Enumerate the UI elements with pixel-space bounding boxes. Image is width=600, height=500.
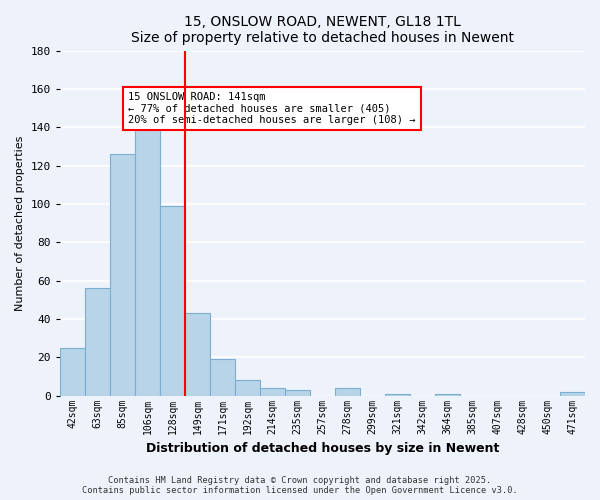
Bar [135, 120, 160, 396]
Bar [335, 388, 360, 396]
Bar [560, 392, 585, 396]
Text: Contains HM Land Registry data © Crown copyright and database right 2025.
Contai: Contains HM Land Registry data © Crown c… [82, 476, 518, 495]
Bar [285, 390, 310, 396]
Bar [85, 288, 110, 396]
Bar [160, 206, 185, 396]
X-axis label: Distribution of detached houses by size in Newent: Distribution of detached houses by size … [146, 442, 499, 455]
Bar [210, 359, 235, 396]
Bar [110, 154, 135, 396]
Bar [185, 313, 210, 396]
Bar [260, 388, 285, 396]
Y-axis label: Number of detached properties: Number of detached properties [15, 136, 25, 311]
Bar [385, 394, 410, 396]
Bar [60, 348, 85, 396]
Bar [435, 394, 460, 396]
Bar [235, 380, 260, 396]
Title: 15, ONSLOW ROAD, NEWENT, GL18 1TL
Size of property relative to detached houses i: 15, ONSLOW ROAD, NEWENT, GL18 1TL Size o… [131, 15, 514, 45]
Text: 15 ONSLOW ROAD: 141sqm
← 77% of detached houses are smaller (405)
20% of semi-de: 15 ONSLOW ROAD: 141sqm ← 77% of detached… [128, 92, 416, 125]
